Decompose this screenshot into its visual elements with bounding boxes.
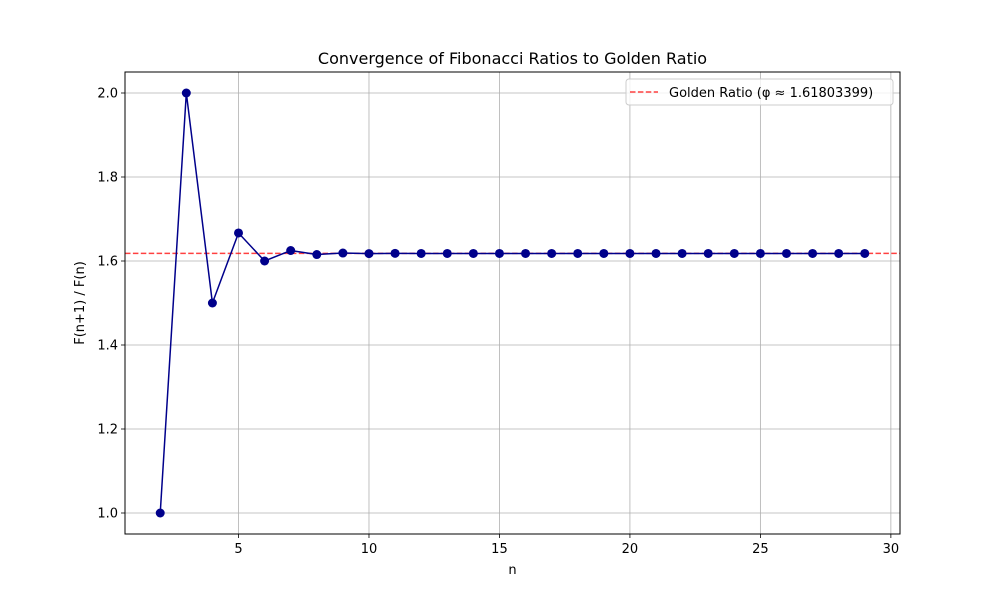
x-tick-label: 20 [622,542,639,557]
ratio-data-point [651,248,661,258]
ratio-data-point [625,248,635,258]
x-tick-label: 30 [883,542,900,557]
x-tick-label: 25 [752,542,769,557]
ratio-data-point [860,248,870,258]
ratio-data-point [312,250,322,260]
ratio-data-point [677,248,687,258]
ratio-data-point [573,248,583,258]
y-tick-label: 1.4 [97,339,118,354]
axis-ticks: 5 10 15 20 25 30 1.0 1.2 1.4 1.6 1.8 2.0 [97,87,899,558]
ratio-data-point [416,248,426,258]
ratio-data-point [442,248,452,258]
ratio-data-point [494,248,504,258]
legend-box [625,78,894,106]
legend: Golden Ratio (φ ≈ 1.61803399) [625,78,894,106]
ratio-data-point [547,248,557,258]
ratio-data-point [729,248,739,258]
ratio-data-point [834,248,844,258]
x-axis-title: n [508,563,516,578]
y-tick-label: 1.6 [97,255,118,270]
ratio-data-point [181,88,191,98]
ratio-data-point [338,248,348,258]
ratio-data-point [260,256,270,266]
y-tick-label: 1.0 [97,507,118,522]
y-axis-title: F(n+1) / F(n) [73,261,88,345]
legend-label-golden-ratio: Golden Ratio (φ ≈ 1.61803399) [669,86,873,101]
x-tick-label: 10 [361,542,378,557]
ratio-data-point [808,248,818,258]
ratio-data-point [599,248,609,258]
ratio-data-point [781,248,791,258]
grid-lines [125,72,900,534]
ratio-data-point [755,248,765,258]
ratio-data-point [286,246,296,255]
chart-title: Convergence of Fibonacci Ratios to Golde… [318,49,707,68]
y-tick-label: 1.8 [97,171,118,186]
y-tick-label: 1.2 [97,423,118,438]
plot-frame [124,71,901,535]
x-tick-label: 5 [234,542,242,557]
ratio-data-point [234,228,244,238]
ratio-data-point [155,508,165,518]
ratio-data-point [207,298,217,308]
ratio-data-point [468,248,478,258]
x-tick-label: 15 [491,542,508,557]
ratio-data-point [390,248,400,258]
ratio-data-point [703,248,713,258]
ratio-data-point [521,248,531,258]
series-layer [155,88,870,518]
y-tick-label: 2.0 [97,87,118,102]
ratio-series-line [159,92,865,514]
ratio-data-point [364,249,374,259]
